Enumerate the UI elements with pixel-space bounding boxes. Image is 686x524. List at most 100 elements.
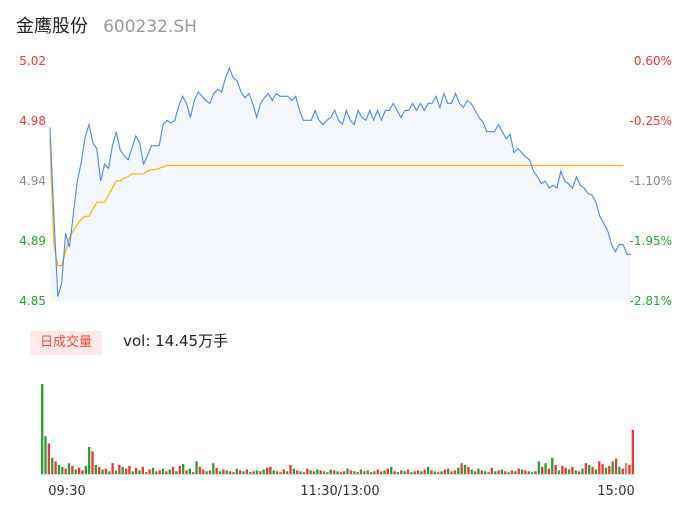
volume-bar (494, 471, 497, 474)
volume-bar (131, 471, 134, 474)
volume-bar (272, 470, 275, 474)
price-line (49, 66, 631, 297)
volume-bar (185, 470, 188, 474)
volume-bar (47, 443, 51, 474)
volume-bar (262, 469, 265, 474)
volume-bar (128, 465, 131, 474)
volume-summary: vol: 14.45万手 (123, 332, 229, 350)
volume-bar (285, 471, 289, 474)
volume-bar (547, 468, 551, 474)
volume-bar (363, 471, 366, 474)
volume-bar (470, 469, 473, 474)
volume-bar (561, 465, 564, 474)
volume-bar (218, 471, 222, 474)
volume-bar (369, 472, 373, 474)
volume-bar (195, 461, 198, 474)
volume-bar (141, 466, 145, 474)
volume-bar (309, 470, 312, 474)
volume-bar (168, 469, 171, 474)
volume-bar (379, 471, 383, 474)
volume-bar (483, 471, 487, 474)
y-axis-right: 0.60% -0.25% -1.10% -1.95% -2.81% (630, 54, 672, 308)
volume-bar (124, 468, 128, 474)
volume-bar (420, 471, 423, 474)
volume-bar (212, 463, 215, 474)
volume-bar (460, 463, 463, 474)
volume-bar (87, 447, 91, 474)
volume-bar (259, 471, 262, 474)
volume-bar (437, 472, 440, 474)
volume-bar (453, 470, 457, 474)
volume-bar (161, 468, 165, 474)
volume-bar (148, 469, 151, 474)
volume-bar (504, 471, 507, 474)
volume-bar (514, 471, 517, 474)
volume-bar (577, 471, 581, 474)
volume-bar (544, 463, 547, 474)
volume-bar (631, 429, 634, 474)
y-right-tick-label: -1.10% (630, 174, 672, 188)
y-tick-label: 4.98 (19, 114, 46, 128)
volume-bar (440, 471, 443, 474)
volume-bar (383, 470, 386, 474)
x-tick-label: 11:30/13:00 (300, 484, 379, 499)
volume-bar (530, 472, 534, 474)
volume-bar (121, 466, 124, 474)
volume-bar (265, 467, 269, 474)
volume-bars (41, 384, 635, 475)
volume-bar (101, 469, 104, 474)
volume-bar (81, 470, 84, 474)
volume-bar (376, 469, 379, 474)
volume-bar (588, 465, 591, 474)
volume-bar (423, 469, 426, 474)
volume-bar (356, 472, 359, 474)
volume-bar (447, 468, 450, 474)
volume-bar (520, 469, 524, 474)
y-axis-left: 5.02 4.98 4.94 4.89 4.85 (19, 54, 46, 308)
volume-bar (312, 471, 316, 474)
volume-bar (108, 471, 111, 474)
volume-bar (192, 472, 195, 474)
volume-bar (165, 471, 168, 474)
volume-bar (517, 468, 520, 474)
volume-bar (282, 469, 285, 474)
volume-bar (477, 468, 480, 474)
volume-bar (215, 467, 218, 474)
volume-bar (450, 471, 453, 474)
volume-bar (604, 467, 608, 474)
volume-bar (242, 471, 245, 474)
volume-bar (457, 467, 460, 474)
volume-bar (430, 470, 433, 474)
volume-bar (228, 471, 232, 474)
volume-bar (624, 463, 628, 474)
volume-bar (480, 470, 483, 474)
volume-bar (611, 461, 614, 474)
x-axis: 09:30 11:30/13:00 15:00 (48, 484, 634, 499)
volume-bar (601, 464, 604, 474)
volume-bar (104, 468, 108, 474)
volume-bar (618, 466, 621, 474)
y-right-tick-label: -1.95% (630, 234, 672, 248)
volume-bar (594, 469, 598, 474)
volume-bar (51, 457, 54, 474)
volume-bar (537, 461, 541, 474)
volume-bar (500, 469, 504, 474)
volume-bar (151, 467, 155, 474)
volume-bar (98, 466, 101, 474)
volume-bar (84, 465, 87, 474)
volume-bar (279, 472, 282, 474)
y-tick-label: 5.02 (19, 54, 46, 68)
volume-bar (628, 465, 631, 474)
volume-bar (57, 465, 61, 474)
volume-bar (316, 469, 319, 474)
volume-bar (232, 472, 235, 474)
volume-bar (564, 467, 567, 474)
volume-bar (554, 465, 557, 474)
avg-line-layer (49, 138, 624, 267)
volume-bar (299, 471, 302, 474)
volume-bar (584, 463, 588, 474)
y-tick-label: 4.85 (19, 294, 46, 308)
volume-bar (158, 470, 161, 474)
volume-bar (433, 471, 436, 474)
volume-bar (245, 469, 249, 474)
